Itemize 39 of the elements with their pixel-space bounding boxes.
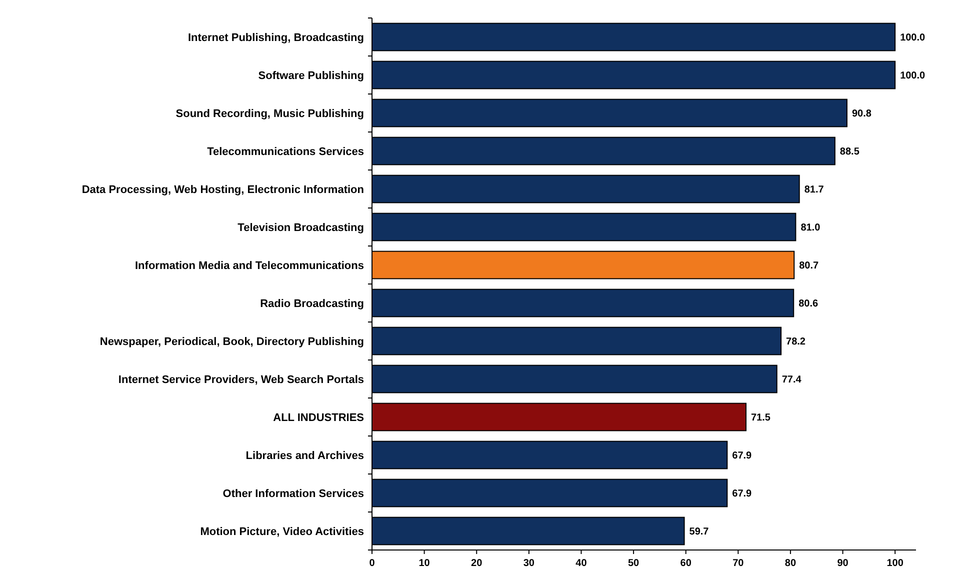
data-label: 59.7 (689, 526, 710, 538)
y-tick-label: Newspaper, Periodical, Book, Directory Publishing (100, 336, 364, 348)
data-label: 100.0 (900, 32, 926, 44)
y-tick-label: Telecommunications Services (207, 146, 364, 158)
x-tick-label: 40 (576, 558, 588, 569)
data-label: 67.9 (732, 450, 752, 462)
data-label: 71.5 (751, 412, 771, 424)
y-tick-label: Software Publishing (258, 70, 364, 82)
data-label: 81.0 (800, 222, 821, 234)
y-tick-label: Television Broadcasting (238, 222, 364, 234)
x-tick-label: 20 (471, 558, 483, 569)
data-label: 100.0 (900, 70, 926, 82)
x-tick-label: 100 (886, 558, 904, 569)
y-tick-label: Data Processing, Web Hosting, Electronic Information (82, 184, 364, 196)
y-tick-label: ALL INDUSTRIES (273, 412, 364, 424)
y-tick-label: Libraries and Archives (246, 450, 364, 462)
y-tick-label: Other Information Services (222, 488, 364, 500)
y-tick-label: Internet Publishing, Broadcasting (188, 32, 364, 44)
data-label: 90.8 (852, 108, 872, 120)
x-tick-label: 90 (837, 558, 849, 569)
data-label: 67.9 (732, 488, 752, 500)
y-tick-label: Sound Recording, Music Publishing (176, 108, 364, 120)
data-label: 77.4 (782, 374, 802, 386)
y-tick-label: Information Media and Telecommunications (135, 260, 364, 272)
x-tick-label: 80 (784, 558, 796, 569)
x-tick-label: 0 (369, 558, 376, 569)
data-label: 78.2 (786, 336, 806, 348)
x-tick-label: 60 (680, 558, 692, 569)
y-tick-label: Motion Picture, Video Activities (200, 526, 364, 538)
x-tick-label: 50 (628, 558, 640, 569)
y-tick-label: Radio Broadcasting (260, 298, 364, 310)
data-label: 81.7 (804, 184, 824, 196)
x-tick-label: 70 (732, 558, 744, 569)
x-tick-label: 10 (418, 558, 430, 569)
y-tick-label: Internet Service Providers, Web Search Portals (118, 374, 364, 386)
data-label: 80.6 (798, 298, 818, 310)
data-label: 80.7 (799, 260, 820, 272)
x-tick-label: 30 (523, 558, 535, 569)
data-label: 88.5 (840, 146, 860, 158)
